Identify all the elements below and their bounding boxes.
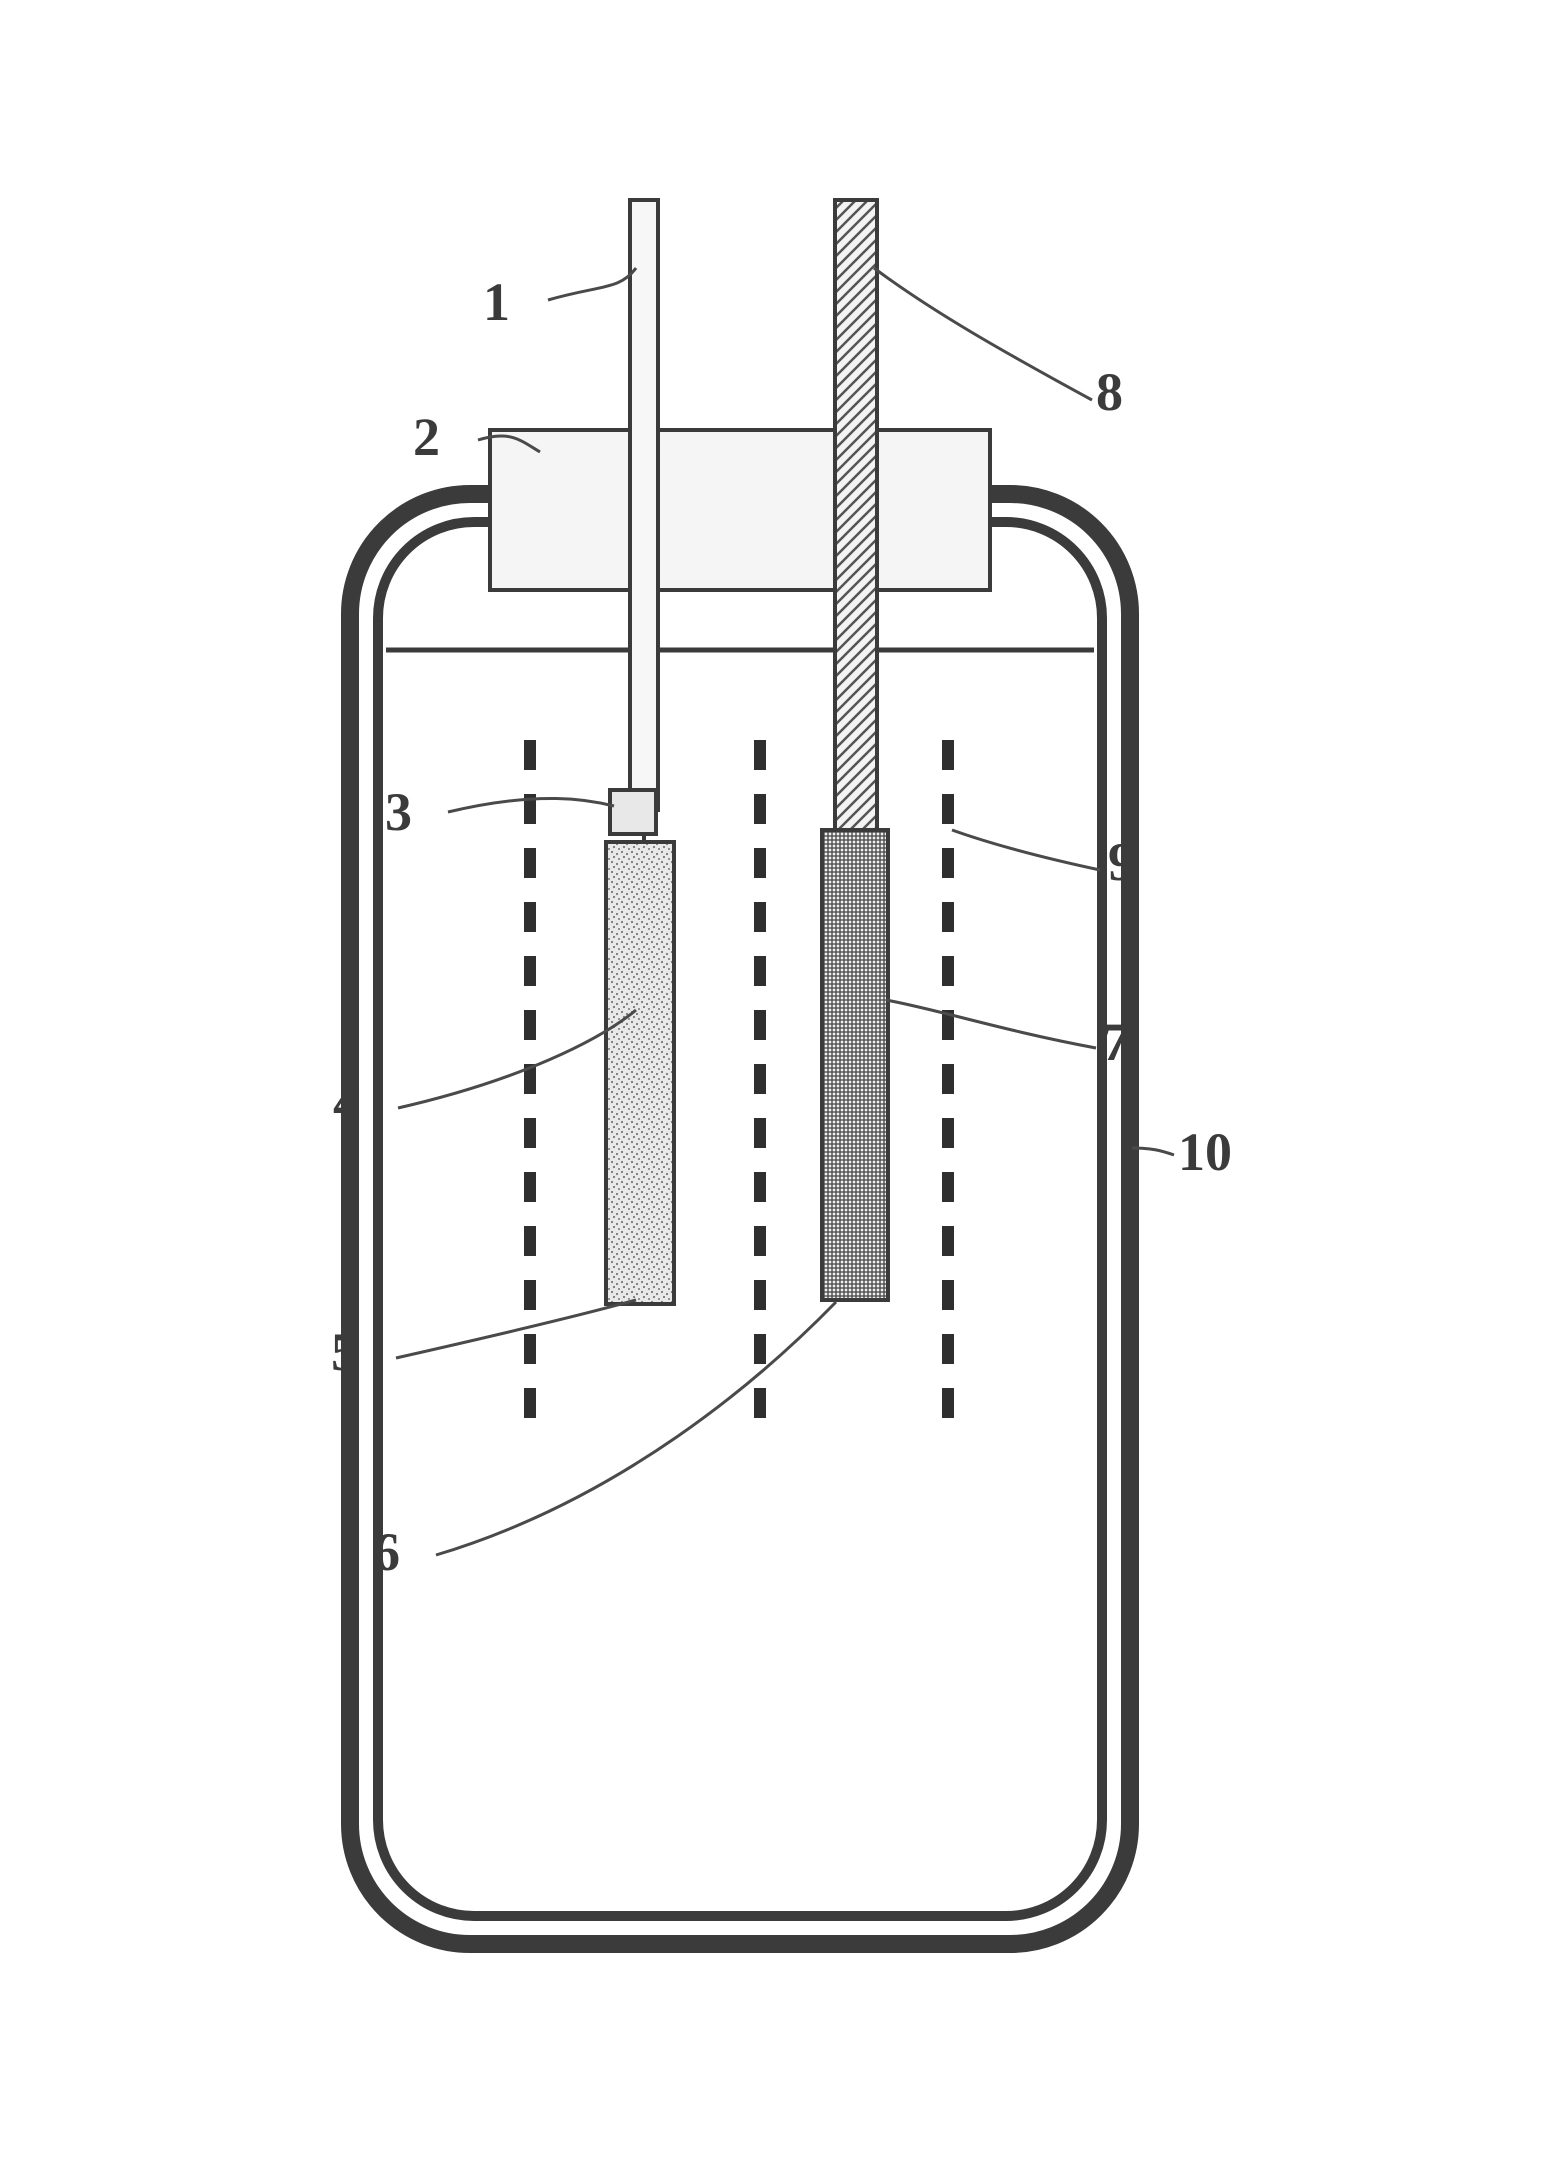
diagram-canvas: 1 2 3 4 5 6 7 8 9 10 <box>0 0 1548 2178</box>
label-5: 5 <box>331 1322 358 1382</box>
label-8: 8 <box>1096 362 1123 422</box>
label-6: 6 <box>373 1522 400 1582</box>
rod-left <box>630 200 658 810</box>
leader-4 <box>398 1010 636 1108</box>
electrode-left <box>606 842 674 1304</box>
leader-7 <box>886 1000 1096 1048</box>
label-7: 7 <box>1102 1012 1129 1072</box>
label-2: 2 <box>413 407 440 467</box>
leader-1 <box>548 268 636 300</box>
label-9: 9 <box>1108 832 1135 892</box>
label-3: 3 <box>385 782 412 842</box>
leader-9 <box>952 830 1100 870</box>
electrode-right <box>822 830 888 1300</box>
small-block <box>610 790 656 834</box>
container-inner <box>378 522 1102 1916</box>
cap-block <box>490 430 990 590</box>
leader-6 <box>436 1302 836 1555</box>
container-outer <box>350 494 1130 1944</box>
leader-5 <box>396 1300 636 1358</box>
label-4: 4 <box>333 1072 360 1132</box>
leader-8 <box>874 268 1092 400</box>
label-1: 1 <box>483 272 510 332</box>
rod-right <box>835 200 877 830</box>
label-10: 10 <box>1178 1122 1232 1182</box>
